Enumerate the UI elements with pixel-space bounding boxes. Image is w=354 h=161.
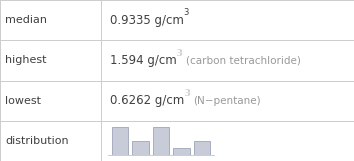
Text: 3: 3 bbox=[177, 49, 182, 58]
Text: 0.9335 g/cm: 0.9335 g/cm bbox=[110, 14, 184, 27]
Text: 3: 3 bbox=[184, 89, 189, 98]
Bar bbox=[112, 127, 129, 155]
Text: median: median bbox=[5, 15, 47, 25]
Text: 3: 3 bbox=[184, 8, 189, 17]
Bar bbox=[194, 141, 210, 155]
Text: (carbon tetrachloride): (carbon tetrachloride) bbox=[186, 55, 301, 65]
Text: 0.6262 g/cm: 0.6262 g/cm bbox=[110, 94, 184, 107]
Bar bbox=[173, 148, 190, 155]
Text: highest: highest bbox=[5, 55, 47, 65]
Text: 3: 3 bbox=[184, 89, 189, 98]
Text: (N−pentane): (N−pentane) bbox=[193, 96, 261, 106]
Bar bbox=[132, 141, 149, 155]
Text: 1.594 g/cm: 1.594 g/cm bbox=[110, 54, 177, 67]
Text: distribution: distribution bbox=[5, 136, 69, 146]
Bar bbox=[153, 127, 169, 155]
Text: 3: 3 bbox=[177, 49, 182, 58]
Text: lowest: lowest bbox=[5, 96, 41, 106]
